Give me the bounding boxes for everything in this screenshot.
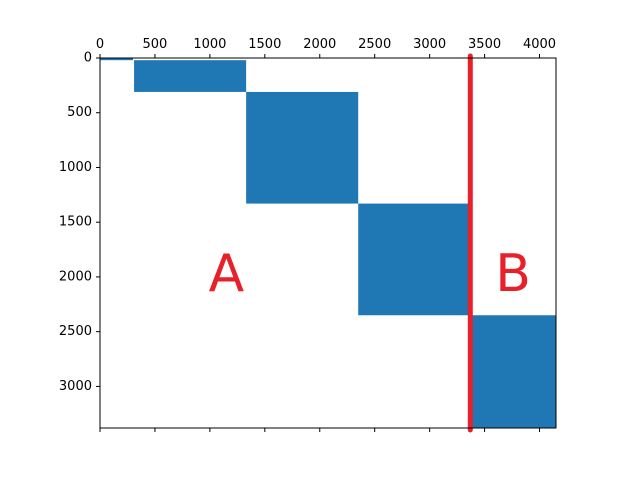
annotation-label: B	[495, 244, 531, 304]
plot-frame	[99, 57, 557, 429]
x-tick-label: 4000	[523, 37, 556, 52]
y-axis-ticks: 0 500 1000 1500 2000 2500 3000	[59, 51, 100, 394]
y-tick-label: 500	[67, 105, 92, 120]
x-tick-label: 2000	[303, 37, 336, 52]
block-mark	[246, 91, 359, 204]
x-axis-ticks: 0 500 1000 1500 2000 2500 3000 3500 4000	[96, 37, 556, 432]
x-tick-label: 500	[143, 37, 168, 52]
y-tick-label: 1000	[59, 160, 92, 175]
x-tick-label: 0	[96, 37, 104, 52]
blocks-layer	[100, 58, 556, 428]
x-tick-label: 2500	[358, 37, 391, 52]
block-mark	[100, 58, 133, 61]
x-tick-label: 3000	[413, 37, 446, 52]
x-tick-label: 1500	[248, 37, 281, 52]
y-tick-label: 0	[84, 51, 92, 66]
block-mark	[358, 203, 470, 316]
y-tick-label: 2500	[59, 324, 92, 339]
y-tick-label: 1500	[59, 215, 92, 230]
block-mark	[471, 315, 556, 428]
y-tick-label: 3000	[59, 379, 92, 394]
y-tick-label: 2000	[59, 269, 92, 284]
block-mark	[134, 60, 247, 92]
annotation-label: A	[209, 244, 245, 304]
x-tick-label: 3500	[468, 37, 501, 52]
x-tick-label: 1000	[193, 37, 226, 52]
